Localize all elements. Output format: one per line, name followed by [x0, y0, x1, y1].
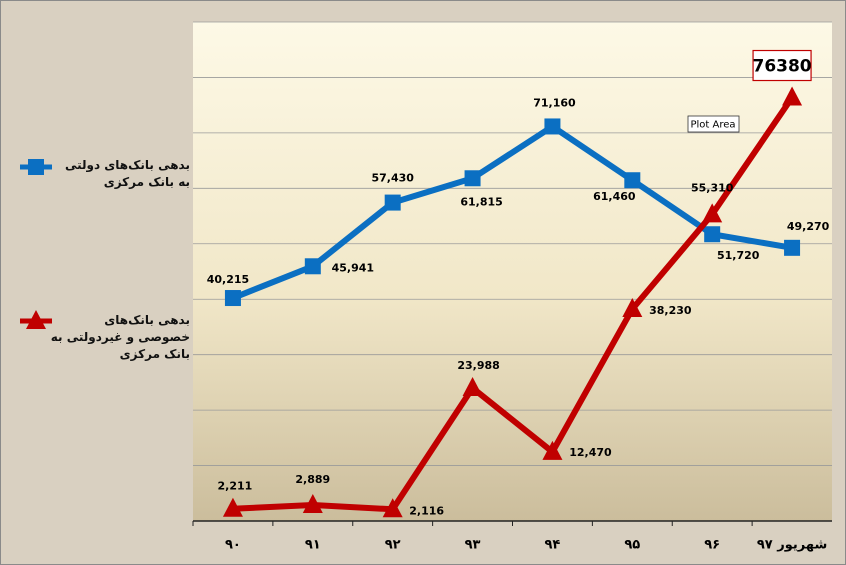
value-label: 76380 [752, 57, 811, 77]
data-point [302, 493, 323, 513]
annotation: Plot Area [690, 120, 735, 131]
series-line [231, 123, 793, 301]
x-tick-label: ۹۴ [545, 538, 561, 553]
data-point [544, 118, 561, 135]
value-label: 2,211 [218, 480, 253, 493]
data-point [462, 376, 483, 396]
value-label: 51,720 [717, 249, 760, 262]
legend-label: بدهی بانک‌های دولتی به بانک مرکزی [64, 158, 190, 189]
value-label: 2,889 [295, 473, 330, 486]
x-tick-label: ۹۰ [225, 538, 241, 553]
annotation-box [687, 115, 740, 133]
value-label: 61,460 [593, 190, 636, 203]
legend-marker [26, 310, 46, 329]
value-label: 12,470 [569, 446, 612, 459]
value-label: 61,815 [460, 195, 502, 208]
data-point [384, 194, 401, 211]
value-label: 57,430 [371, 172, 414, 185]
value-label: 55,310 [691, 181, 734, 194]
data-point [784, 239, 801, 256]
legend-marker [28, 159, 44, 175]
data-point [622, 298, 643, 318]
plot-area [193, 22, 832, 521]
x-tick-label: ۹۵ [624, 538, 640, 553]
value-label-box [752, 49, 812, 82]
series-line [232, 95, 795, 513]
legend-label: بدهی بانک‌های خصوصی و غیردولتی به بانک م… [50, 313, 190, 361]
value-label: 2,116 [409, 504, 444, 517]
value-label: 38,230 [649, 304, 692, 317]
data-point [464, 170, 481, 187]
data-point [702, 203, 723, 223]
x-tick-label: ۹۳ [465, 538, 481, 553]
data-point [304, 258, 321, 275]
x-tick-label: ۹۲ [385, 538, 401, 553]
data-point [224, 290, 241, 307]
data-point [222, 497, 243, 517]
data-point [542, 440, 563, 460]
value-label: 40,215 [207, 273, 249, 286]
x-tick-label: ۹۱ [305, 538, 321, 553]
value-label: 49,270 [787, 220, 830, 233]
value-label: 23,988 [457, 359, 499, 372]
data-point [782, 86, 803, 106]
data-point [382, 498, 403, 518]
x-tick-label: ۹۶ [704, 538, 720, 553]
value-label: 45,941 [332, 261, 374, 274]
data-point [624, 172, 641, 189]
value-label: 71,160 [533, 96, 576, 109]
x-tick-label: شهریور ۹۷ [757, 538, 827, 553]
data-point [704, 226, 721, 243]
